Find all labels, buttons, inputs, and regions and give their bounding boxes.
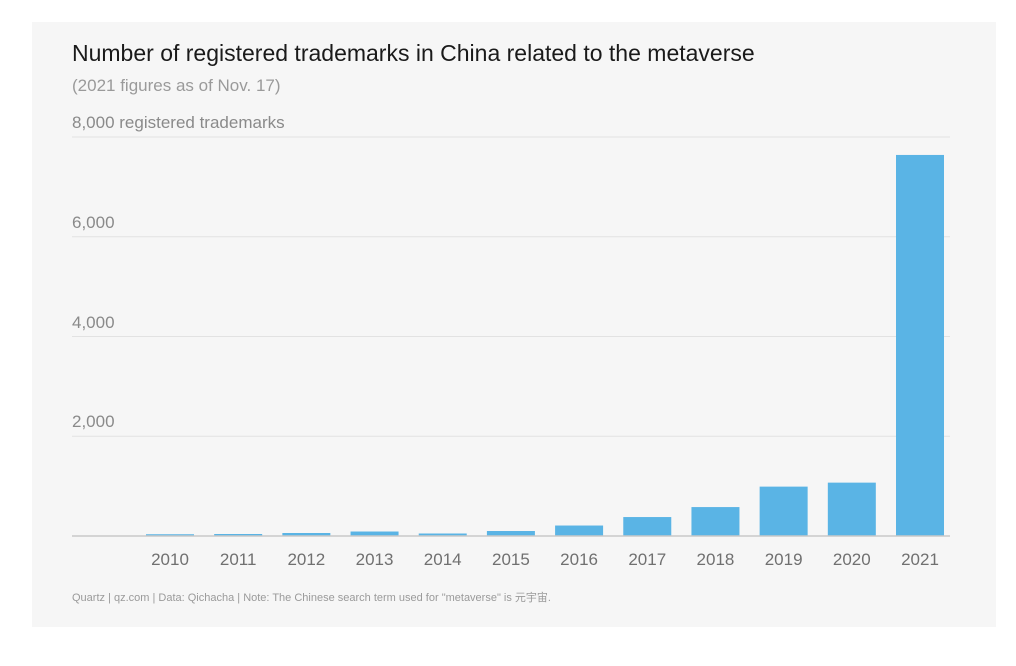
x-tick-label: 2017 [628, 550, 667, 569]
x-tick-label: 2013 [355, 550, 394, 569]
bar-2012 [282, 533, 331, 536]
bar-2018 [691, 507, 740, 536]
chart-title: Number of registered trademarks in China… [72, 40, 755, 66]
bar-2020 [827, 482, 876, 536]
bar-2016 [555, 525, 604, 536]
x-tick-label: 2016 [560, 550, 598, 569]
y-tick-label: 8,000 registered trademarks [72, 113, 285, 132]
bars [146, 154, 944, 536]
x-tick-label: 2018 [696, 550, 735, 569]
bar-2021 [896, 154, 944, 536]
y-tick-label: 2,000 [72, 412, 115, 432]
x-tick-label: 2015 [491, 550, 530, 569]
x-tick-label: 2020 [832, 550, 871, 569]
bar-2013 [350, 531, 399, 536]
chart-subtitle: (2021 figures as of Nov. 17) [72, 76, 281, 95]
bar-2014 [418, 533, 467, 536]
bar-2017 [623, 517, 672, 536]
x-tick-label: 2019 [764, 550, 803, 569]
bar-2019 [759, 486, 808, 536]
x-tick-label: 2010 [151, 550, 189, 569]
x-tick-label: 2011 [219, 550, 257, 569]
source-note: Quartz | qz.com | Data: Qichacha | Note:… [72, 592, 551, 604]
x-tick-label: 2021 [901, 550, 939, 569]
x-tick-label: 2012 [287, 550, 326, 569]
x-tick-label: 2014 [423, 550, 462, 569]
bar-2011 [214, 534, 263, 536]
bar-2015 [486, 531, 535, 536]
bar-2010 [146, 534, 194, 536]
gridlines [72, 136, 950, 437]
y-tick-label: 4,000 [72, 312, 115, 332]
y-tick-label: 6,000 [72, 212, 115, 232]
